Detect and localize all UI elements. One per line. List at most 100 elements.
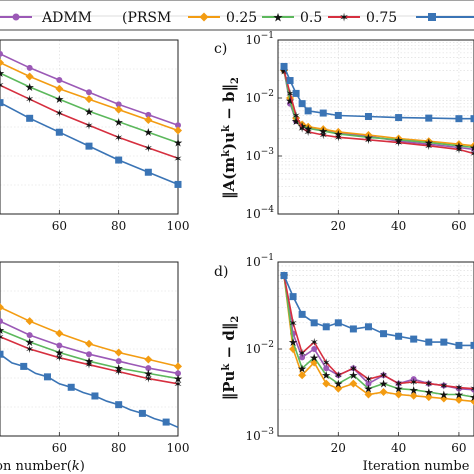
panel-c-series-3-point: ✶ bbox=[454, 143, 463, 156]
panel-c-series-3-point: ✶ bbox=[394, 137, 403, 150]
panel-a-series-4-point bbox=[55, 128, 63, 136]
panel-d-series-1-point bbox=[364, 390, 373, 399]
panel-d-series-4-point bbox=[425, 338, 433, 346]
panel-b-series-3-point: ✶ bbox=[173, 378, 182, 391]
panel-d-series-4-point bbox=[410, 335, 418, 343]
panel-c-axes bbox=[277, 39, 474, 215]
panel-b-series-4-point bbox=[43, 373, 51, 381]
panel-c-series-3-point: ✶ bbox=[364, 134, 373, 147]
panel-c-series-4-point bbox=[319, 109, 327, 117]
panel-a-series-2 bbox=[0, 72, 179, 144]
panel-b-series-1-point bbox=[85, 339, 93, 348]
panel-d-series-2-point: ★ bbox=[439, 388, 449, 401]
panel-c-series-3-point: ✶ bbox=[279, 64, 288, 77]
panel-b-series-1-point bbox=[25, 317, 34, 326]
legend-group-label: (PRSM bbox=[122, 10, 171, 26]
legend-admm-marker bbox=[12, 13, 20, 21]
panel-c-series-2-point: ★ bbox=[364, 131, 374, 144]
panel-b-xtick-label: 60 bbox=[52, 441, 67, 455]
panel-d: 20406010−110−210−3★★★★★★★★★★★★★★★✶✶✶✶✶✶✶… bbox=[245, 253, 474, 455]
panel-d-ytick-label: 10−3 bbox=[245, 427, 274, 443]
panel-c-series-2-point: ★ bbox=[469, 142, 474, 155]
panel-c-series-2-point: ★ bbox=[297, 120, 307, 133]
panel-d-series-1-point bbox=[334, 384, 343, 393]
panel-c-series-3-point: ✶ bbox=[334, 131, 343, 144]
panel-a-series-2-point: ★ bbox=[0, 67, 5, 80]
panel-b-series-2-point: ★ bbox=[25, 336, 35, 349]
panel-a-series-4-point bbox=[0, 99, 4, 107]
panel-d-series-4-point bbox=[380, 330, 388, 338]
panel-a-series-4-point bbox=[174, 180, 182, 188]
panel-d-series-2-point: ★ bbox=[309, 351, 319, 364]
panel-c-ytick-label: 10−1 bbox=[245, 31, 274, 47]
panel-d-series-1-point bbox=[439, 394, 448, 403]
panel-b-series-0-point bbox=[145, 365, 152, 372]
panel-d-series-2-point: ★ bbox=[409, 384, 419, 397]
panel-b-series-0-point bbox=[175, 370, 181, 377]
legend-025-marker bbox=[199, 12, 209, 22]
panel-d-series-2 bbox=[283, 275, 474, 398]
panel-d-series-3-point: ✶ bbox=[298, 347, 307, 360]
panel-c-series-4-point bbox=[292, 89, 300, 97]
panel-d-series-1-point bbox=[470, 397, 474, 406]
panel-d-series-4-point bbox=[334, 319, 342, 327]
panel-b-series-1-point bbox=[0, 303, 4, 312]
panel-c-series-4-point bbox=[304, 107, 312, 115]
legend-075-marker: ✶ bbox=[339, 11, 349, 25]
panel-d-series-0-point bbox=[311, 346, 318, 352]
panel-a-series-2-point: ★ bbox=[173, 137, 183, 150]
panel-c-series-3-point: ✶ bbox=[469, 148, 474, 161]
panel-d-series-3-point: ✶ bbox=[439, 380, 448, 393]
panel-d-series-3 bbox=[283, 275, 474, 390]
panel-c-letter: c) bbox=[214, 41, 227, 57]
panel-b-series-4 bbox=[0, 353, 179, 429]
panel-d-series-1-point bbox=[349, 379, 358, 388]
panel-d-series-1-point bbox=[424, 393, 433, 402]
panel-b-series-3-point: ✶ bbox=[0, 331, 5, 344]
panel-c-series-3-point: ✶ bbox=[291, 109, 300, 122]
panel-c-series-2-point: ★ bbox=[424, 137, 434, 150]
panel-a-series-4-point bbox=[26, 114, 34, 122]
panel-c-series-3 bbox=[283, 70, 474, 155]
panel-a-series-0-point bbox=[175, 122, 181, 129]
panel-b-series-4-point bbox=[115, 401, 123, 409]
panel-a-series-3-point: ✶ bbox=[144, 142, 153, 155]
panel-c-series-4-point bbox=[334, 111, 342, 119]
panel-a-series-1-point bbox=[25, 72, 34, 81]
panel-d-series-0-point bbox=[299, 354, 306, 361]
panel-c-xtick-label: 40 bbox=[391, 219, 406, 233]
panel-c-xtick-label: 20 bbox=[331, 219, 346, 233]
panel-a-series-1-point bbox=[144, 116, 153, 125]
panel-d-series-3-point: ✶ bbox=[322, 356, 331, 369]
panel-b-series-3-point: ✶ bbox=[55, 352, 64, 365]
panel-a-series-4-point bbox=[85, 142, 93, 150]
panel-a-series-3-point: ✶ bbox=[55, 107, 64, 120]
legend-025-label: 0.25 bbox=[226, 10, 257, 26]
panel-d-series-3-point: ✶ bbox=[454, 382, 463, 395]
panel-b-series-2-point: ★ bbox=[54, 346, 64, 359]
panel-a-series-0-point bbox=[115, 101, 122, 108]
panel-d-series-4-point bbox=[280, 271, 288, 279]
panel-b-series-0-point bbox=[0, 318, 3, 325]
panel-a-series-0-point bbox=[145, 111, 152, 118]
panel-a-series-2-point: ★ bbox=[143, 126, 153, 139]
panel-d-series-2-point: ★ bbox=[321, 369, 331, 382]
panel-c-series-3-point: ✶ bbox=[304, 126, 313, 139]
panel-b-series-3-point: ✶ bbox=[114, 366, 123, 379]
panel-c-series-4-point bbox=[455, 115, 463, 123]
panel-b-series-4-point bbox=[91, 392, 99, 400]
panel-b-series-3-point: ✶ bbox=[144, 373, 153, 386]
panel-a-xtick-label: 80 bbox=[111, 219, 126, 233]
panel-c-ytick-label: 10−4 bbox=[245, 205, 274, 221]
panel-d-series-4-point bbox=[440, 338, 448, 346]
panel-d-series-3-point: ✶ bbox=[469, 383, 474, 396]
panel-a-series-4-point bbox=[115, 156, 123, 164]
panel-b-series-2-point: ★ bbox=[0, 324, 5, 337]
panel-b-series-2-point: ★ bbox=[173, 373, 183, 386]
panel-d-series-2-point: ★ bbox=[394, 383, 404, 396]
panel-b-xtick-label: 80 bbox=[111, 441, 126, 455]
panel-c-series-3-point: ✶ bbox=[424, 140, 433, 153]
